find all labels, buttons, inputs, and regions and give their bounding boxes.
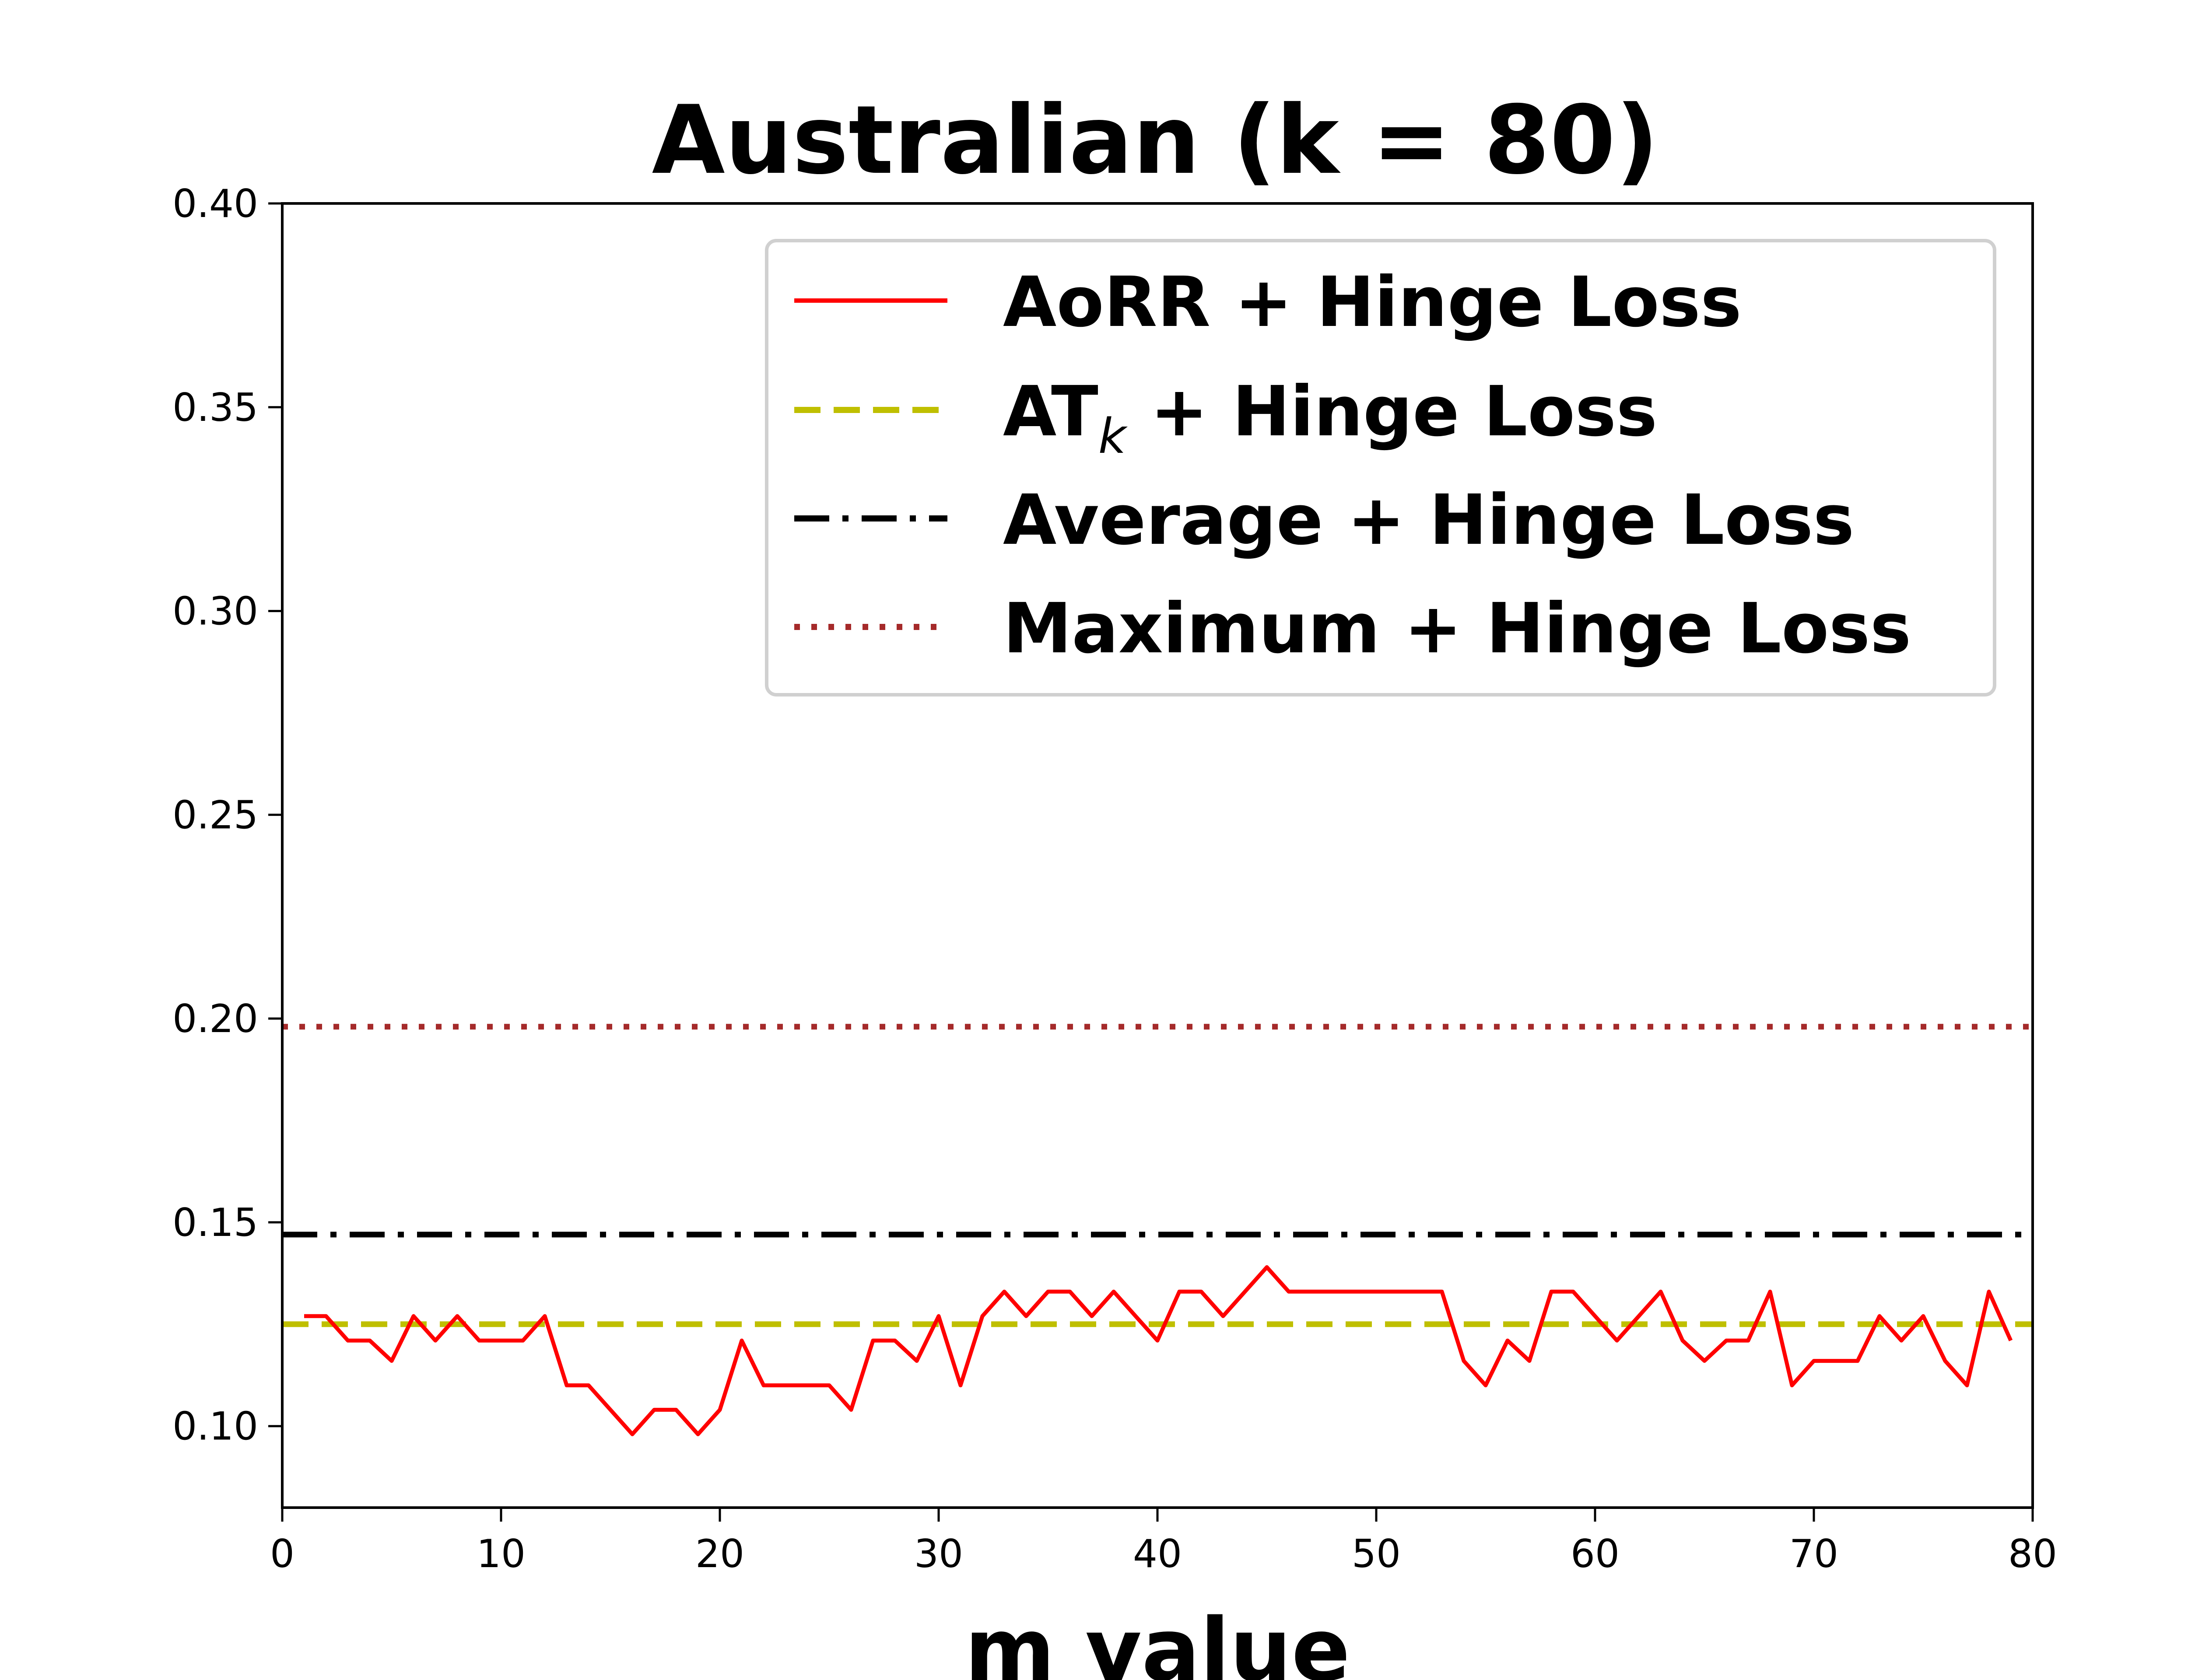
x-tick-label: 10 (477, 1531, 526, 1576)
y-tick-label: 0.15 (172, 1200, 258, 1245)
x-tick-label: 70 (1789, 1531, 1838, 1576)
x-tick-label: 50 (1352, 1531, 1401, 1576)
y-tick-label: 0.30 (172, 589, 258, 634)
y-tick-label: 0.35 (172, 385, 258, 430)
x-axis: 0 10 20 30 40 50 60 70 80 (270, 1508, 2057, 1576)
x-tick-label: 40 (1133, 1531, 1182, 1576)
chart-title: Australian (k = 80) (652, 85, 1659, 195)
legend-label-0: AoRR + Hinge Loss (1003, 262, 1742, 343)
y-tick-label: 0.10 (172, 1404, 258, 1449)
legend-label-1: ATk + Hinge Loss (1003, 371, 1657, 464)
series-layer (282, 1024, 2033, 1436)
legend-label-2: Average + Hinge Loss (1003, 480, 1854, 560)
x-tick-label: 20 (695, 1531, 744, 1576)
x-tick-label: 30 (914, 1531, 963, 1576)
legend-box (765, 239, 1996, 696)
legend-label-3: Maximum + Hinge Loss (1003, 588, 1911, 669)
x-tick-label: 60 (1571, 1531, 1620, 1576)
y-tick-label: 0.40 (172, 181, 258, 226)
series-line-0 (304, 1265, 2013, 1436)
y-axis: 0.10 0.15 0.20 0.25 0.30 0.35 0.40 (172, 181, 282, 1449)
legend: AoRR + Hinge Loss ATk + Hinge Loss Average… (765, 239, 1996, 696)
y-tick-label: 0.20 (172, 996, 258, 1041)
y-tick-label: 0.25 (172, 792, 258, 837)
x-axis-label: m value (964, 1600, 1350, 1680)
x-tick-label: 80 (2008, 1531, 2057, 1576)
x-tick-label: 0 (270, 1531, 295, 1576)
